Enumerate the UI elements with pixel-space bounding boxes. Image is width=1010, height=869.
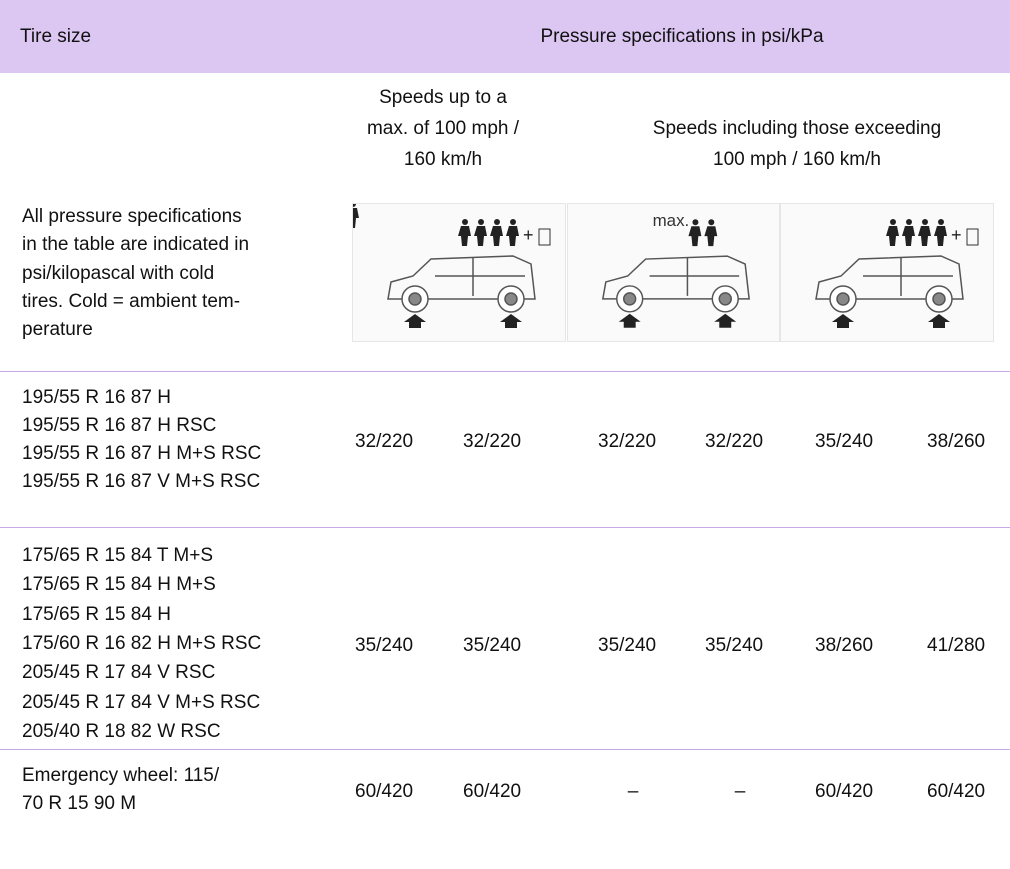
pressure-value: 38/260 <box>815 634 874 656</box>
pressure-value: – <box>627 781 639 802</box>
speed-header: max. of 100 mph / <box>366 118 520 139</box>
pressure-value: 35/240 <box>815 431 874 452</box>
speed-header: 160 km/h <box>403 149 483 170</box>
header-tire-size: Tire size <box>20 26 92 47</box>
pressure-value: 35/240 <box>355 634 414 656</box>
pressure-value: – <box>734 781 746 802</box>
note-line: All pressure specifications <box>22 206 242 227</box>
tire-size: 175/60 R 16 82 H M+S RSC <box>22 632 262 654</box>
tire-size: 175/65 R 15 84 T M+S <box>22 545 214 566</box>
row-separator <box>0 371 1010 372</box>
tire-size: 195/55 R 16 87 H RSC <box>22 415 217 436</box>
row-separator <box>0 749 1010 750</box>
speed-header: 100 mph / 160 km/h <box>713 149 881 170</box>
pressure-value: 38/260 <box>927 431 986 452</box>
load-icon: max. <box>567 203 780 342</box>
tire-size: 205/40 R 18 82 W RSC <box>22 720 221 742</box>
tire-size: 205/45 R 17 84 V M+S RSC <box>22 691 261 713</box>
note-line: tires. Cold = ambient tem- <box>22 290 241 312</box>
pressure-value: 32/220 <box>463 431 522 452</box>
pressure-value: 32/220 <box>598 431 657 452</box>
speed-header: Speeds up to a <box>379 87 507 108</box>
pressure-value: 60/420 <box>355 781 414 802</box>
header-pressure: Pressure specifications in psi/kPa <box>540 26 824 47</box>
tire-size: 175/65 R 15 84 H <box>22 603 171 625</box>
pressure-value: 35/240 <box>463 634 522 656</box>
pressure-value: 35/240 <box>705 634 764 656</box>
note-line: psi/kilopascal with cold <box>22 262 215 284</box>
pressure-value: 32/220 <box>705 431 764 452</box>
pressure-value: 32/220 <box>355 431 414 452</box>
svg-text:+: + <box>523 225 534 245</box>
svg-text:+: + <box>951 225 962 245</box>
row-separator <box>0 527 1010 528</box>
tire-size: 70 R 15 90 M <box>22 793 137 814</box>
pressure-value: 60/420 <box>815 781 874 802</box>
tire-size: 195/55 R 16 87 H <box>22 387 171 408</box>
load-icon: + <box>352 203 566 342</box>
note-line: perature <box>22 319 93 341</box>
pressure-value: 41/280 <box>927 634 986 656</box>
tire-size: 175/65 R 15 84 H M+S <box>22 574 216 596</box>
pressure-value: 60/420 <box>463 781 522 802</box>
header-bar <box>0 0 1010 73</box>
icon-label: max. <box>653 211 690 230</box>
note-line: in the table are indicated in <box>22 234 250 256</box>
load-icon: + <box>780 203 994 342</box>
tire-size: 205/45 R 17 84 V RSC <box>22 662 216 684</box>
tire-size: 195/55 R 16 87 H M+S RSC <box>22 443 262 464</box>
speed-header: Speeds including those exceeding <box>652 118 942 139</box>
pressure-value: 60/420 <box>927 781 986 802</box>
pressure-value: 35/240 <box>598 634 657 656</box>
tire-size: Emergency wheel: 115/ <box>22 765 220 786</box>
tire-size: 195/55 R 16 87 V M+S RSC <box>22 471 261 492</box>
